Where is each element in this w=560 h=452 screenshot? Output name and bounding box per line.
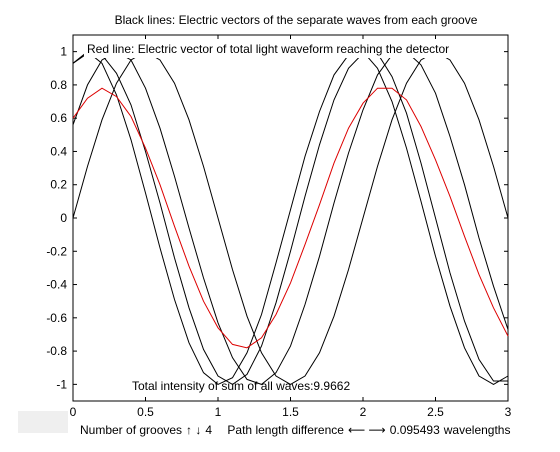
y-tick-label: 0.2	[50, 178, 67, 192]
x-tick-label: 0	[70, 405, 77, 419]
status-strip	[18, 411, 68, 433]
path-length-arrows[interactable]: ⟵ ⟶	[347, 423, 386, 437]
y-tick-label: -1	[56, 377, 67, 391]
annotation-top: Red line: Electric vector of total light…	[87, 42, 449, 56]
grooves-label: Number of grooves	[80, 423, 183, 437]
groove-wave-line	[72, 52, 508, 385]
groove-wave-line	[72, 51, 509, 385]
annotation-top-background	[84, 40, 482, 58]
y-tick-label: 0.6	[50, 111, 67, 125]
path-length-value: 0.095493	[389, 423, 440, 437]
y-tick-label: 1	[60, 45, 67, 59]
path-length-label: Path length difference	[227, 423, 344, 437]
control-bar: Number of grooves ↑ ↓ 4 Path length differ…	[80, 423, 550, 437]
grooves-arrows[interactable]: ↑ ↓	[186, 423, 202, 437]
x-tick-label: 3	[505, 405, 512, 419]
annotation-bottom: Total intensity of sum of all waves:9.96…	[132, 379, 350, 393]
total-wave-line	[72, 87, 509, 349]
grooves-value: 4	[205, 423, 213, 437]
x-tick-label: 1	[215, 405, 222, 419]
path-length-unit: wavelengths	[443, 423, 511, 437]
x-tick-label: 0.5	[137, 405, 154, 419]
x-tick-label: 2.5	[427, 405, 444, 419]
y-tick-label: -0.6	[46, 311, 67, 325]
x-tick-label: 1.5	[282, 405, 299, 419]
chart-title: Black lines: Electric vectors of the sep…	[115, 13, 478, 27]
y-tick-label: 0.8	[50, 78, 67, 92]
y-tick-label: 0	[60, 211, 67, 225]
y-tick-label: -0.4	[46, 278, 67, 292]
y-tick-label: 0.4	[50, 144, 67, 158]
y-tick-label: -0.2	[46, 244, 67, 258]
y-tick-label: -0.8	[46, 344, 67, 358]
tick-labels: 0 0.5 1 1.5 2 2.5 3 1 0.8 0.6 0.4 0.2 0 -0.2 -0.4 -0.6 -…	[46, 45, 511, 419]
x-tick-label: 2	[360, 405, 367, 419]
groove-wave-line	[72, 50, 509, 385]
